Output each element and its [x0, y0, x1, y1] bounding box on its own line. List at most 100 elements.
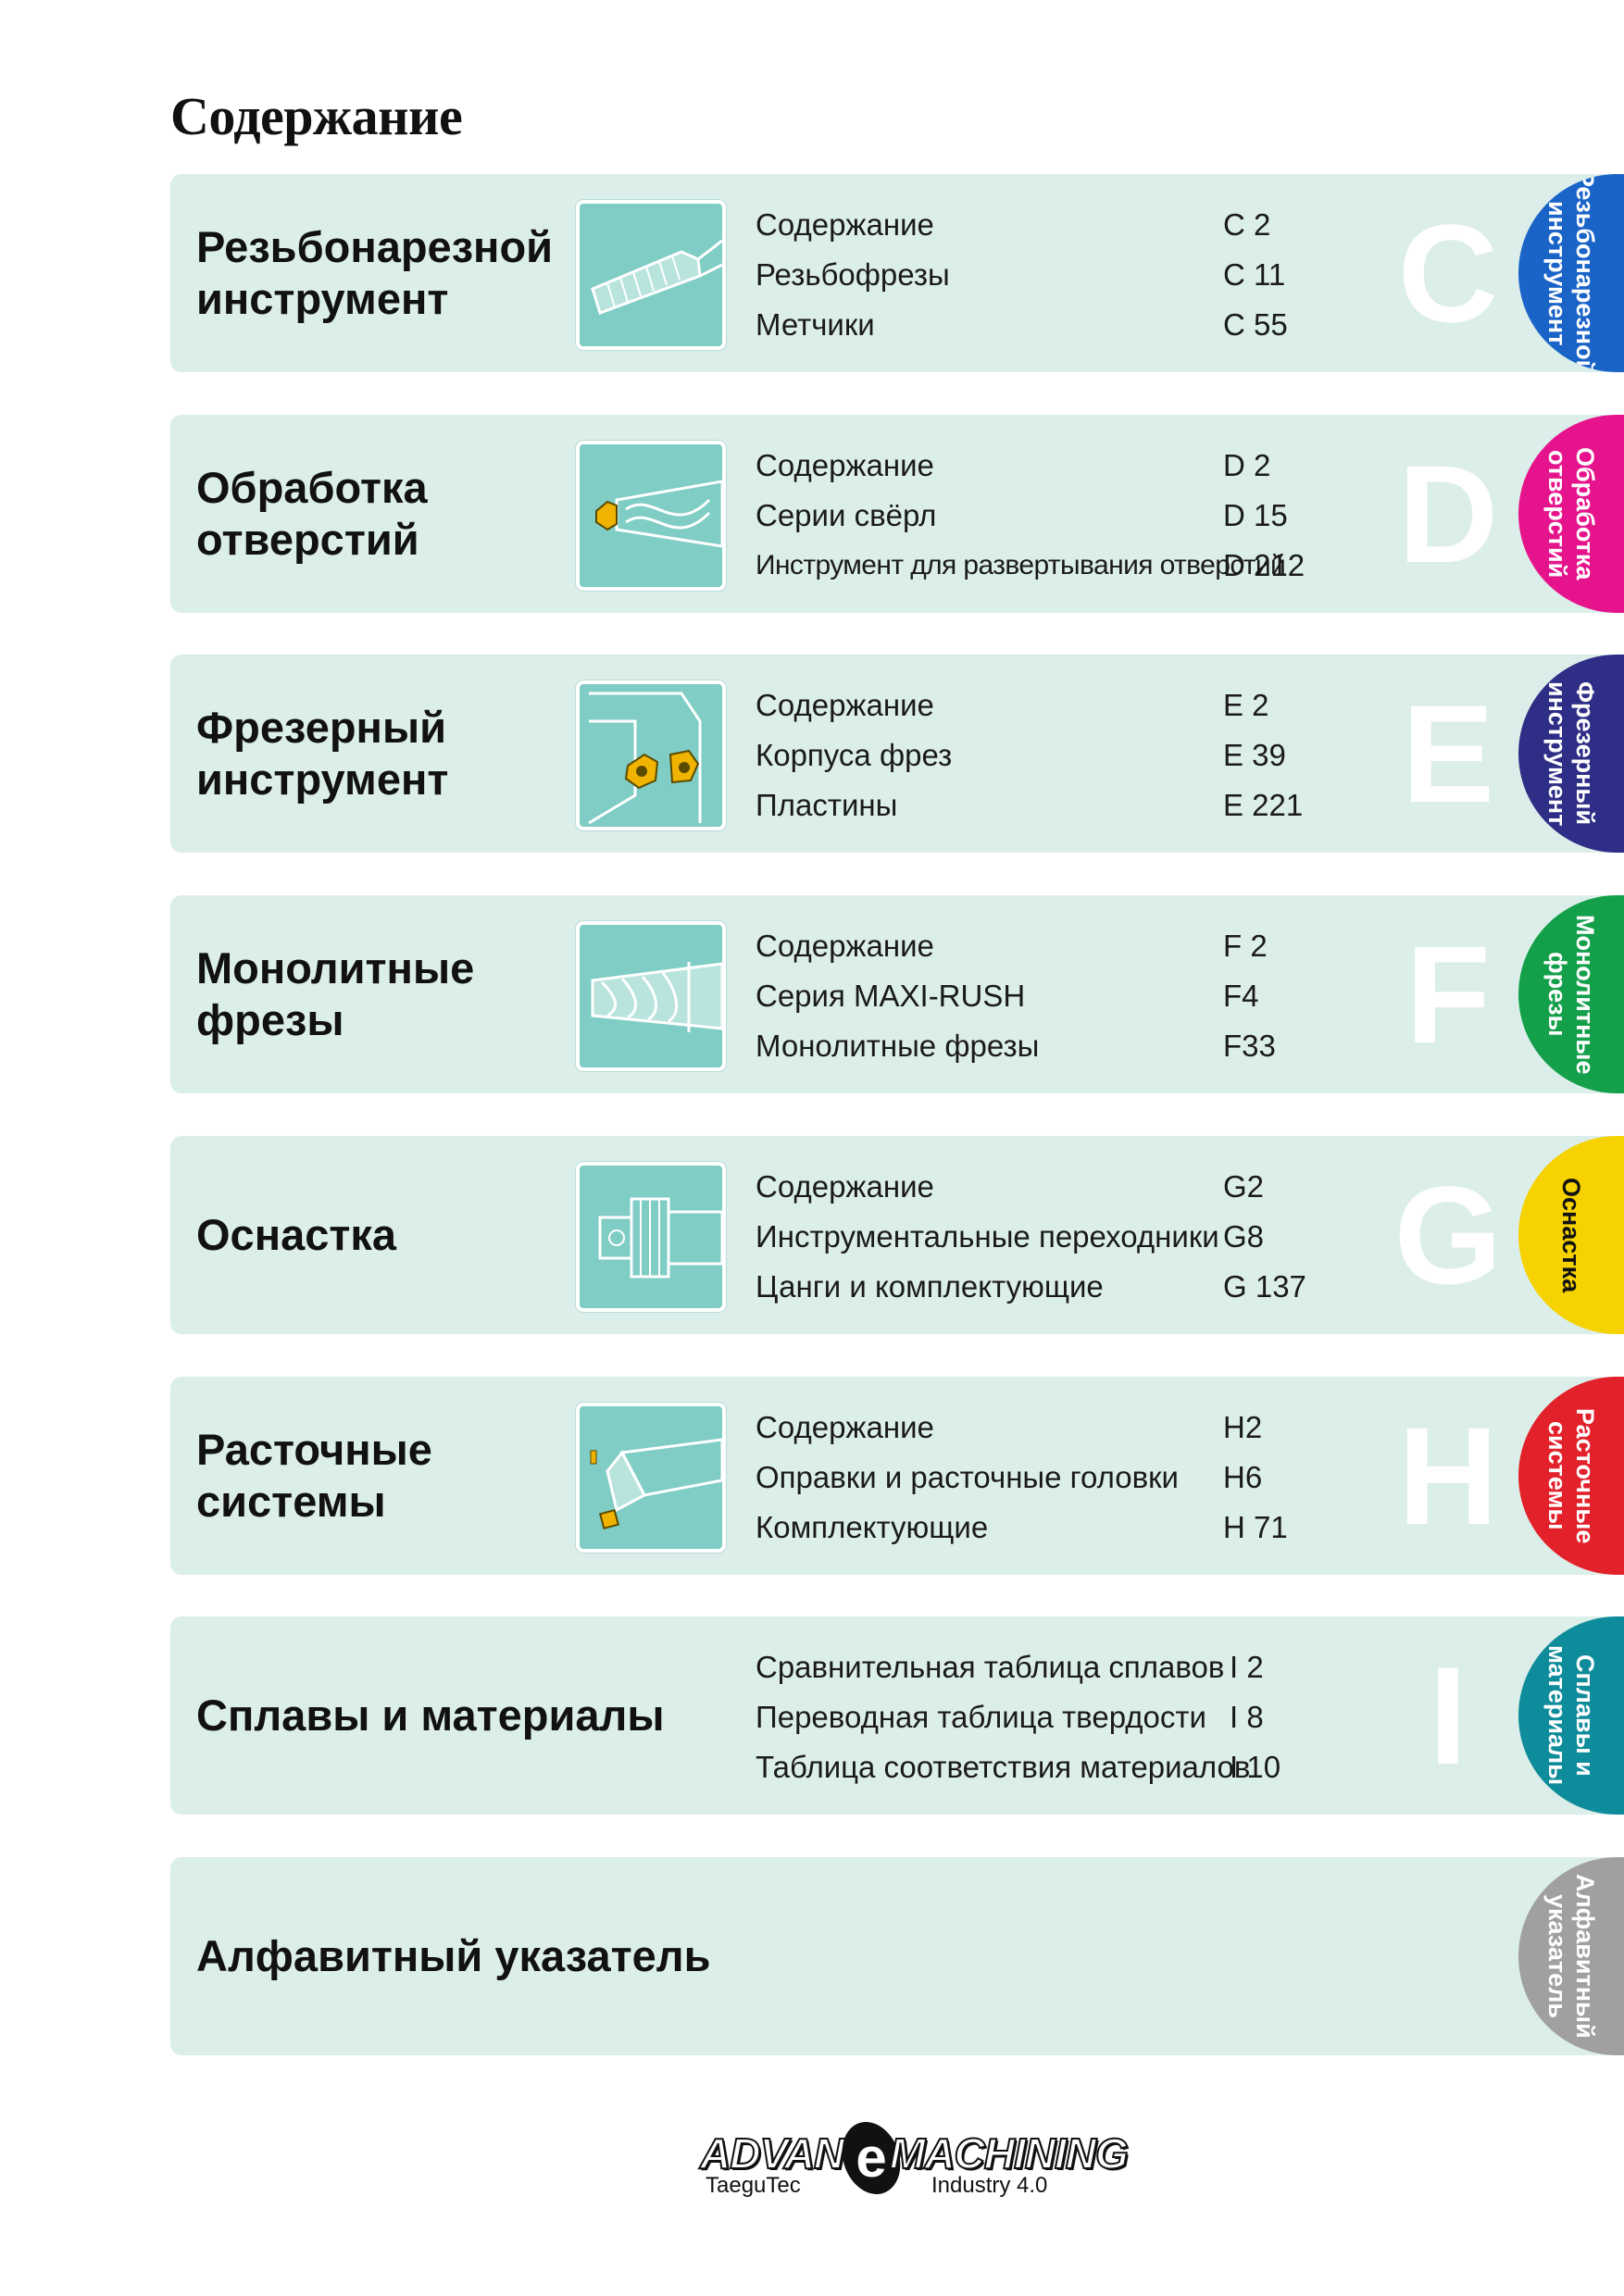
entries-list: Содержание D 2 Серии свёрл D 15 Инструме…	[756, 441, 1348, 591]
entry-page: D 2	[1223, 448, 1271, 482]
toc-entry[interactable]: Переводная таблица твердости I 8	[756, 1692, 1348, 1742]
tab-label: Обработка отверстий	[1543, 447, 1599, 580]
section-holemaking[interactable]: Обработка отверстий Содержание D 2 Серии…	[170, 415, 1624, 613]
entry-page: I 8	[1230, 1700, 1264, 1734]
entries-list: Содержание C 2 Резьбофрезы C 11 Метчики …	[756, 200, 1348, 350]
toc-entry[interactable]: Инструментальные переходники G8	[756, 1212, 1348, 1262]
logo-right-word: MACHINING	[889, 2128, 1130, 2178]
entry-label: Таблица соответствия материалов	[756, 1750, 1251, 1784]
entry-page: H 71	[1223, 1510, 1288, 1544]
entry-label: Цанги и комплектующие	[756, 1269, 1104, 1304]
drill-icon	[576, 441, 726, 591]
tab-milling[interactable]: Фрезерный инструмент	[1518, 655, 1624, 853]
entries-list: Сравнительная таблица сплавов I 2 Перево…	[756, 1642, 1348, 1792]
section-title: Оснастка	[196, 1210, 397, 1259]
tab-label: Оснастка	[1557, 1177, 1585, 1293]
entry-page: E 39	[1223, 738, 1286, 772]
tab-label: Алфавитный указатель	[1543, 1874, 1599, 2039]
toc-entry[interactable]: Сравнительная таблица сплавов I 2	[756, 1642, 1348, 1692]
toc-entry[interactable]: Таблица соответствия материалов I 10	[756, 1742, 1348, 1792]
tab-label: Фрезерный инструмент	[1543, 680, 1599, 827]
section-milling[interactable]: Фрезерный инструмент Содержание E 2 Корп…	[170, 655, 1624, 853]
toc-entry[interactable]: Инструмент для развертывания отверстий D…	[756, 541, 1348, 591]
entry-page: D 212	[1223, 548, 1305, 582]
toc-entry[interactable]: Содержание D 2	[756, 441, 1348, 491]
entry-label: Монолитные фрезы	[756, 1029, 1040, 1063]
entry-label: Сравнительная таблица сплавов	[756, 1650, 1225, 1684]
section-threading[interactable]: Резьбонарезной инструмент Содержание C 2…	[170, 174, 1624, 372]
tab-threading[interactable]: Резьбонарезной инструмент	[1518, 174, 1624, 372]
section-title: Алфавитный указатель	[196, 1931, 711, 1980]
entries-list: Содержание E 2 Корпуса фрез E 39 Пластин…	[756, 680, 1348, 830]
tab-label: Сплавы и материалы	[1543, 1645, 1599, 1786]
toc-entry[interactable]: Содержание C 2	[756, 200, 1348, 250]
toc-entry[interactable]: Серии свёрл D 15	[756, 491, 1348, 541]
advance-machining-logo: ADVANC e MACHINING TaeguTec Industry 4.0	[699, 2115, 1130, 2208]
entry-page: D 15	[1223, 498, 1288, 532]
threading-tool-icon	[576, 200, 726, 350]
section-title: Расточные системы	[196, 1425, 432, 1526]
entry-page: F33	[1223, 1029, 1276, 1063]
entry-page: F 2	[1223, 929, 1268, 963]
toc-entry[interactable]: Комплектующие H 71	[756, 1503, 1348, 1553]
entry-page: G 137	[1223, 1269, 1306, 1304]
section-title: Обработка отверстий	[196, 463, 428, 564]
entry-page: C 2	[1223, 207, 1271, 242]
section-letter: I	[1429, 1638, 1468, 1793]
page-title: Содержание	[170, 86, 463, 146]
tab-label: Резьбонарезной инструмент	[1543, 174, 1599, 372]
entry-label: Переводная таблица твердости	[756, 1700, 1206, 1734]
logo-e-icon: e	[842, 2122, 901, 2194]
section-letter: F	[1405, 917, 1491, 1072]
toc-entry[interactable]: Содержание F 2	[756, 921, 1348, 971]
section-title: Фрезерный инструмент	[196, 703, 449, 804]
section-boring[interactable]: Расточные системы Содержание H2 Оправки …	[170, 1377, 1624, 1575]
entry-label: Содержание	[756, 207, 934, 242]
entry-page: I 10	[1230, 1750, 1281, 1784]
entry-label: Инструмент для развертывания отверстий	[756, 550, 1286, 580]
toc-entry[interactable]: Пластины E 221	[756, 780, 1348, 830]
toc-entry[interactable]: Монолитные фрезы F33	[756, 1021, 1348, 1071]
tab-holemaking[interactable]: Обработка отверстий	[1518, 415, 1624, 613]
toc-entry[interactable]: Корпуса фрез E 39	[756, 730, 1348, 780]
section-tooling[interactable]: Оснастка Содержание G2 Инструментальные …	[170, 1136, 1624, 1334]
tab-solid-endmills[interactable]: Монолитные фрезы	[1518, 895, 1624, 1093]
section-title: Резьбонарезной инструмент	[196, 222, 554, 323]
tab-index[interactable]: Алфавитный указатель	[1518, 1857, 1624, 2055]
toc-entry[interactable]: Цанги и комплектующие G 137	[756, 1262, 1348, 1312]
section-grades[interactable]: Сплавы и материалы Сравнительная таблица…	[170, 1616, 1624, 1815]
section-solid-endmills[interactable]: Монолитные фрезы Содержание F 2 Серия MA…	[170, 895, 1624, 1093]
entry-label: Содержание	[756, 929, 934, 963]
toc-entry[interactable]: Содержание E 2	[756, 680, 1348, 730]
entries-list: Содержание F 2 Серия MAXI-RUSH F4 Моноли…	[756, 921, 1348, 1071]
entry-label: Содержание	[756, 1169, 934, 1204]
boring-head-icon	[576, 1403, 726, 1553]
entry-label: Содержание	[756, 688, 934, 722]
section-title: Монолитные фрезы	[196, 943, 475, 1044]
section-index[interactable]: Алфавитный указатель Алфавитный указател…	[170, 1857, 1624, 2055]
entry-page: H2	[1223, 1410, 1263, 1444]
entry-label: Оправки и расточные головки	[756, 1460, 1179, 1494]
toc-entry[interactable]: Серия MAXI-RUSH F4	[756, 971, 1348, 1021]
section-letter: E	[1401, 676, 1495, 831]
toc-entry[interactable]: Резьбофрезы C 11	[756, 250, 1348, 300]
entry-page: F4	[1223, 979, 1259, 1013]
milling-cutter-icon	[576, 680, 726, 830]
section-title: Сплавы и материалы	[196, 1691, 665, 1740]
tab-grades[interactable]: Сплавы и материалы	[1518, 1616, 1624, 1815]
tab-label: Расточные системы	[1543, 1407, 1599, 1544]
entry-label: Метчики	[756, 307, 875, 342]
logo-e-letter: e	[856, 2127, 886, 2189]
entry-page: I 2	[1230, 1650, 1264, 1684]
tab-boring[interactable]: Расточные системы	[1518, 1377, 1624, 1575]
tab-tooling[interactable]: Оснастка	[1518, 1136, 1624, 1334]
toc-entry[interactable]: Содержание G2	[756, 1162, 1348, 1212]
toc-entry[interactable]: Метчики C 55	[756, 300, 1348, 350]
entry-page: E 221	[1223, 788, 1304, 822]
toc-entry[interactable]: Оправки и расточные головки H6	[756, 1453, 1348, 1503]
entry-page: G2	[1223, 1169, 1265, 1204]
entry-label: Серии свёрл	[756, 498, 937, 532]
toc-entry[interactable]: Содержание H2	[756, 1403, 1348, 1453]
entry-label: Содержание	[756, 448, 934, 482]
entry-label: Серия MAXI-RUSH	[756, 979, 1026, 1013]
